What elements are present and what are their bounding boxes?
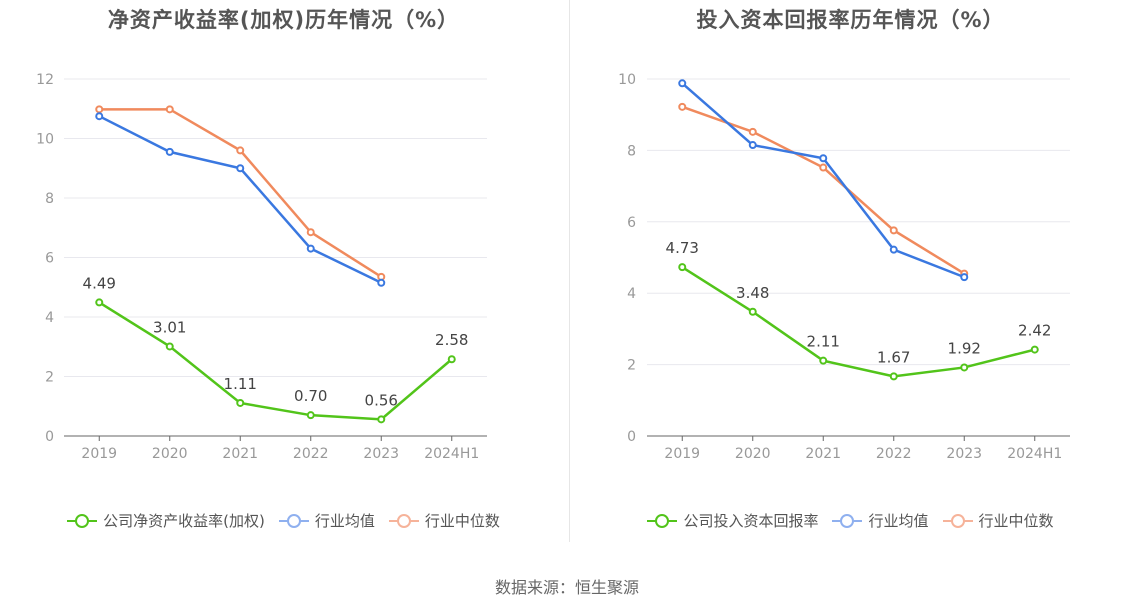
data-point[interactable] bbox=[165, 105, 174, 114]
data-label: 2.42 bbox=[1018, 322, 1051, 340]
data-label: 0.56 bbox=[365, 391, 398, 409]
data-point[interactable] bbox=[889, 372, 898, 381]
data-label: 2.58 bbox=[435, 331, 468, 349]
x-tick-label: 2019 bbox=[664, 446, 700, 462]
data-label: 3.48 bbox=[736, 284, 769, 302]
y-tick-label: 4 bbox=[627, 286, 636, 302]
data-point[interactable] bbox=[377, 278, 386, 287]
legend-item-company-roe[interactable]: 公司净资产收益率(加权) bbox=[67, 510, 265, 531]
data-point[interactable] bbox=[678, 263, 687, 272]
roe-line-chart: 0 2 4 6 8 10 12 2019 2020 2021 2022 2023 2024H1 4.49 3… bbox=[36, 72, 487, 462]
y-tick-label: 0 bbox=[627, 429, 636, 445]
x-tick-label: 2023 bbox=[363, 446, 399, 462]
chart-legend: 公司净资产收益率(加权) 行业均值 行业中位数 bbox=[0, 510, 567, 531]
roic-line-chart: 0 2 4 6 8 10 2019 2020 2021 2022 2023 2024H1 4.73 3.4… bbox=[618, 72, 1070, 462]
legend-label: 行业均值 bbox=[314, 512, 375, 530]
data-label: 1.67 bbox=[877, 348, 910, 366]
roic-chart-panel: 投入资本回报率历年情况（%） 0 2 4 6 8 10 2019 2020 2021 2022 20… bbox=[567, 0, 1134, 560]
legend-line-circle-icon bbox=[942, 512, 973, 530]
y-tick-label: 12 bbox=[36, 72, 54, 88]
y-tick-label: 10 bbox=[618, 72, 636, 88]
legend-line-circle-icon bbox=[832, 512, 863, 530]
data-label: 4.49 bbox=[83, 274, 116, 292]
legend-item-industry-avg[interactable]: 行业均值 bbox=[832, 510, 929, 531]
series-line bbox=[681, 266, 1036, 378]
data-label: 2.11 bbox=[807, 333, 840, 351]
legend-label: 公司投入资本回报率 bbox=[683, 512, 819, 530]
data-point[interactable] bbox=[236, 164, 245, 173]
y-tick-label: 2 bbox=[45, 370, 54, 386]
y-tick-label: 2 bbox=[627, 358, 636, 374]
data-point[interactable] bbox=[236, 146, 245, 155]
legend-label: 行业均值 bbox=[868, 512, 929, 530]
series-line bbox=[98, 301, 453, 421]
data-point[interactable] bbox=[306, 244, 315, 253]
x-tick-label: 2020 bbox=[735, 446, 771, 462]
data-point[interactable] bbox=[165, 342, 174, 351]
data-label: 1.92 bbox=[948, 339, 981, 357]
data-source-note: 数据来源：恒生聚源 bbox=[494, 578, 639, 597]
data-point[interactable] bbox=[889, 226, 898, 235]
x-tick-label: 2024H1 bbox=[424, 446, 479, 462]
data-point[interactable] bbox=[748, 127, 757, 136]
data-point[interactable] bbox=[748, 141, 757, 150]
y-tick-label: 8 bbox=[627, 143, 636, 159]
data-point[interactable] bbox=[819, 356, 828, 365]
data-point[interactable] bbox=[1030, 345, 1039, 354]
series-line bbox=[681, 105, 965, 275]
data-point[interactable] bbox=[678, 79, 687, 88]
legend-line-circle-icon bbox=[388, 512, 419, 530]
y-tick-label: 6 bbox=[627, 215, 636, 231]
data-label: 4.73 bbox=[666, 239, 699, 257]
y-tick-label: 0 bbox=[45, 429, 54, 445]
x-tick-label: 2023 bbox=[946, 446, 982, 462]
data-point[interactable] bbox=[819, 163, 828, 172]
data-point[interactable] bbox=[748, 307, 757, 316]
legend-item-industry-median[interactable]: 行业中位数 bbox=[942, 510, 1054, 531]
data-point[interactable] bbox=[306, 228, 315, 237]
data-point[interactable] bbox=[165, 147, 174, 156]
x-tick-label: 2021 bbox=[805, 446, 841, 462]
data-point[interactable] bbox=[377, 415, 386, 424]
data-label: 1.11 bbox=[224, 375, 257, 393]
x-tick-label: 2022 bbox=[876, 446, 912, 462]
x-tick-label: 2024H1 bbox=[1007, 446, 1062, 462]
y-tick-label: 6 bbox=[45, 251, 54, 267]
legend-item-company-roic[interactable]: 公司投入资本回报率 bbox=[647, 510, 818, 531]
data-label: 3.01 bbox=[153, 318, 186, 336]
data-point[interactable] bbox=[236, 398, 245, 407]
data-point[interactable] bbox=[95, 298, 104, 307]
data-point[interactable] bbox=[95, 112, 104, 121]
chart-title: 投入资本回报率历年情况（%） bbox=[696, 8, 1005, 32]
x-tick-label: 2019 bbox=[81, 446, 117, 462]
data-point[interactable] bbox=[95, 105, 104, 114]
data-point[interactable] bbox=[678, 102, 687, 111]
legend-line-circle-icon bbox=[278, 512, 309, 530]
x-tick-label: 2021 bbox=[222, 446, 258, 462]
chart-title: 净资产收益率(加权)历年情况（%） bbox=[107, 8, 460, 32]
data-point[interactable] bbox=[960, 363, 969, 372]
panel-divider bbox=[569, 0, 570, 542]
legend-item-industry-avg[interactable]: 行业均值 bbox=[278, 510, 375, 531]
data-point[interactable] bbox=[306, 411, 315, 420]
data-point[interactable] bbox=[889, 245, 898, 254]
chart-legend: 公司投入资本回报率 行业均值 行业中位数 bbox=[567, 510, 1134, 531]
legend-line-circle-icon bbox=[647, 512, 678, 530]
legend-label: 行业中位数 bbox=[424, 512, 500, 530]
data-label: 0.70 bbox=[294, 387, 327, 405]
y-tick-label: 4 bbox=[45, 310, 54, 326]
legend-label: 行业中位数 bbox=[978, 512, 1054, 530]
legend-label: 公司净资产收益率(加权) bbox=[103, 512, 265, 530]
series-line bbox=[99, 108, 382, 278]
roe-chart-panel: 净资产收益率(加权)历年情况（%） 0 2 4 6 8 10 12 2019 2020 2021 2… bbox=[0, 0, 567, 560]
data-point[interactable] bbox=[447, 355, 456, 364]
y-tick-label: 10 bbox=[36, 132, 54, 148]
x-tick-label: 2022 bbox=[293, 446, 329, 462]
data-point[interactable] bbox=[960, 273, 969, 282]
y-tick-label: 8 bbox=[45, 191, 54, 207]
legend-line-circle-icon bbox=[67, 512, 98, 530]
data-point[interactable] bbox=[819, 154, 828, 163]
legend-item-industry-median[interactable]: 行业中位数 bbox=[388, 510, 500, 531]
x-tick-label: 2020 bbox=[152, 446, 188, 462]
